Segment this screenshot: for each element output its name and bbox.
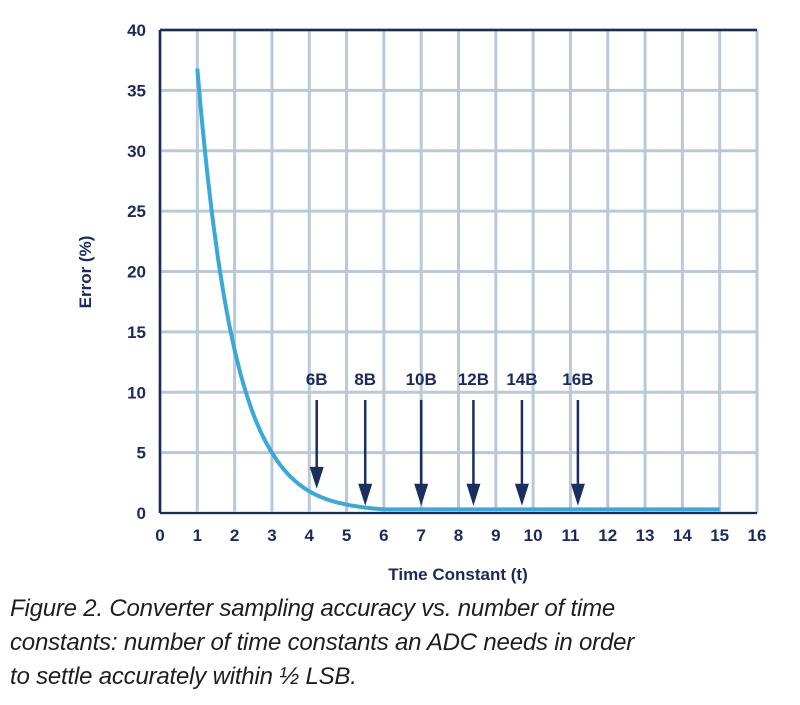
bit-arrow-16b: 16B: [562, 370, 593, 506]
bit-label: 6B: [306, 370, 328, 389]
x-tick-label: 4: [305, 526, 315, 545]
grid: [158, 28, 759, 515]
y-tick-label: 25: [127, 202, 146, 221]
x-tick-label: 16: [748, 526, 767, 545]
bit-label: 10B: [406, 370, 437, 389]
x-tick-label: 14: [673, 526, 692, 545]
y-tick-label: 20: [127, 263, 146, 282]
y-tick-label: 30: [127, 142, 146, 161]
plot-frame: [158, 28, 757, 514]
caption-line: Figure 2. Converter sampling accuracy vs…: [10, 595, 616, 622]
y-tick-label: 10: [127, 383, 146, 402]
x-tick-label: 1: [193, 526, 202, 545]
arrow-head-icon: [570, 483, 585, 506]
error-curve: [195, 68, 720, 512]
y-tick-label: 15: [127, 323, 146, 342]
bit-label: 12B: [458, 370, 489, 389]
arrow-head-icon: [414, 483, 429, 506]
x-tick-label: 10: [524, 526, 543, 545]
x-tick-label: 15: [710, 526, 729, 545]
arrow-annotations: 6B 8B 10B 12B 14B 16B: [306, 370, 593, 506]
y-tick-labels: 0 5 10 15 20 25 30 35 40: [127, 21, 146, 523]
bit-arrow-12b: 12B: [458, 370, 489, 506]
y-tick-label: 35: [127, 81, 146, 100]
x-tick-label: 11: [561, 526, 579, 545]
x-axis-label: Time Constant (t): [388, 565, 527, 584]
bit-label: 16B: [562, 370, 593, 389]
y-tick-label: 5: [137, 444, 146, 463]
x-tick-label: 12: [598, 526, 617, 545]
x-tick-label: 6: [379, 526, 388, 545]
bit-arrow-8b: 8B: [354, 370, 376, 506]
arrow-head-icon: [514, 483, 529, 506]
bit-arrow-14b: 14B: [506, 370, 538, 506]
arrow-head-icon: [358, 483, 373, 506]
x-tick-label: 9: [491, 526, 500, 545]
bit-label: 8B: [354, 370, 376, 389]
x-tick-label: 5: [342, 526, 351, 545]
arrow-head-icon: [309, 466, 324, 489]
y-tick-label: 0: [137, 504, 146, 523]
x-tick-labels: 0 1 2 3 4 5 6 7 8 9 10 11 12 13 14 15 16: [155, 526, 766, 545]
bit-label: 14B: [506, 370, 537, 389]
y-tick-label: 40: [127, 21, 146, 40]
y-axis-label: Error (%): [76, 236, 95, 309]
x-tick-label: 0: [155, 526, 164, 545]
caption-line: to settle accurately within ½ LSB.: [10, 663, 357, 690]
x-tick-label: 7: [416, 526, 425, 545]
arrow-head-icon: [466, 483, 481, 506]
bit-arrow-6b: 6B: [306, 370, 328, 489]
x-tick-label: 8: [454, 526, 463, 545]
x-tick-label: 13: [636, 526, 655, 545]
x-tick-label: 2: [230, 526, 239, 545]
caption-line: constants: number of time constants an A…: [10, 629, 635, 656]
x-tick-label: 3: [267, 526, 276, 545]
bit-arrow-10b: 10B: [406, 370, 437, 506]
figure-caption: Figure 2. Converter sampling accuracy vs…: [10, 592, 790, 694]
curve-layer: [195, 68, 720, 512]
